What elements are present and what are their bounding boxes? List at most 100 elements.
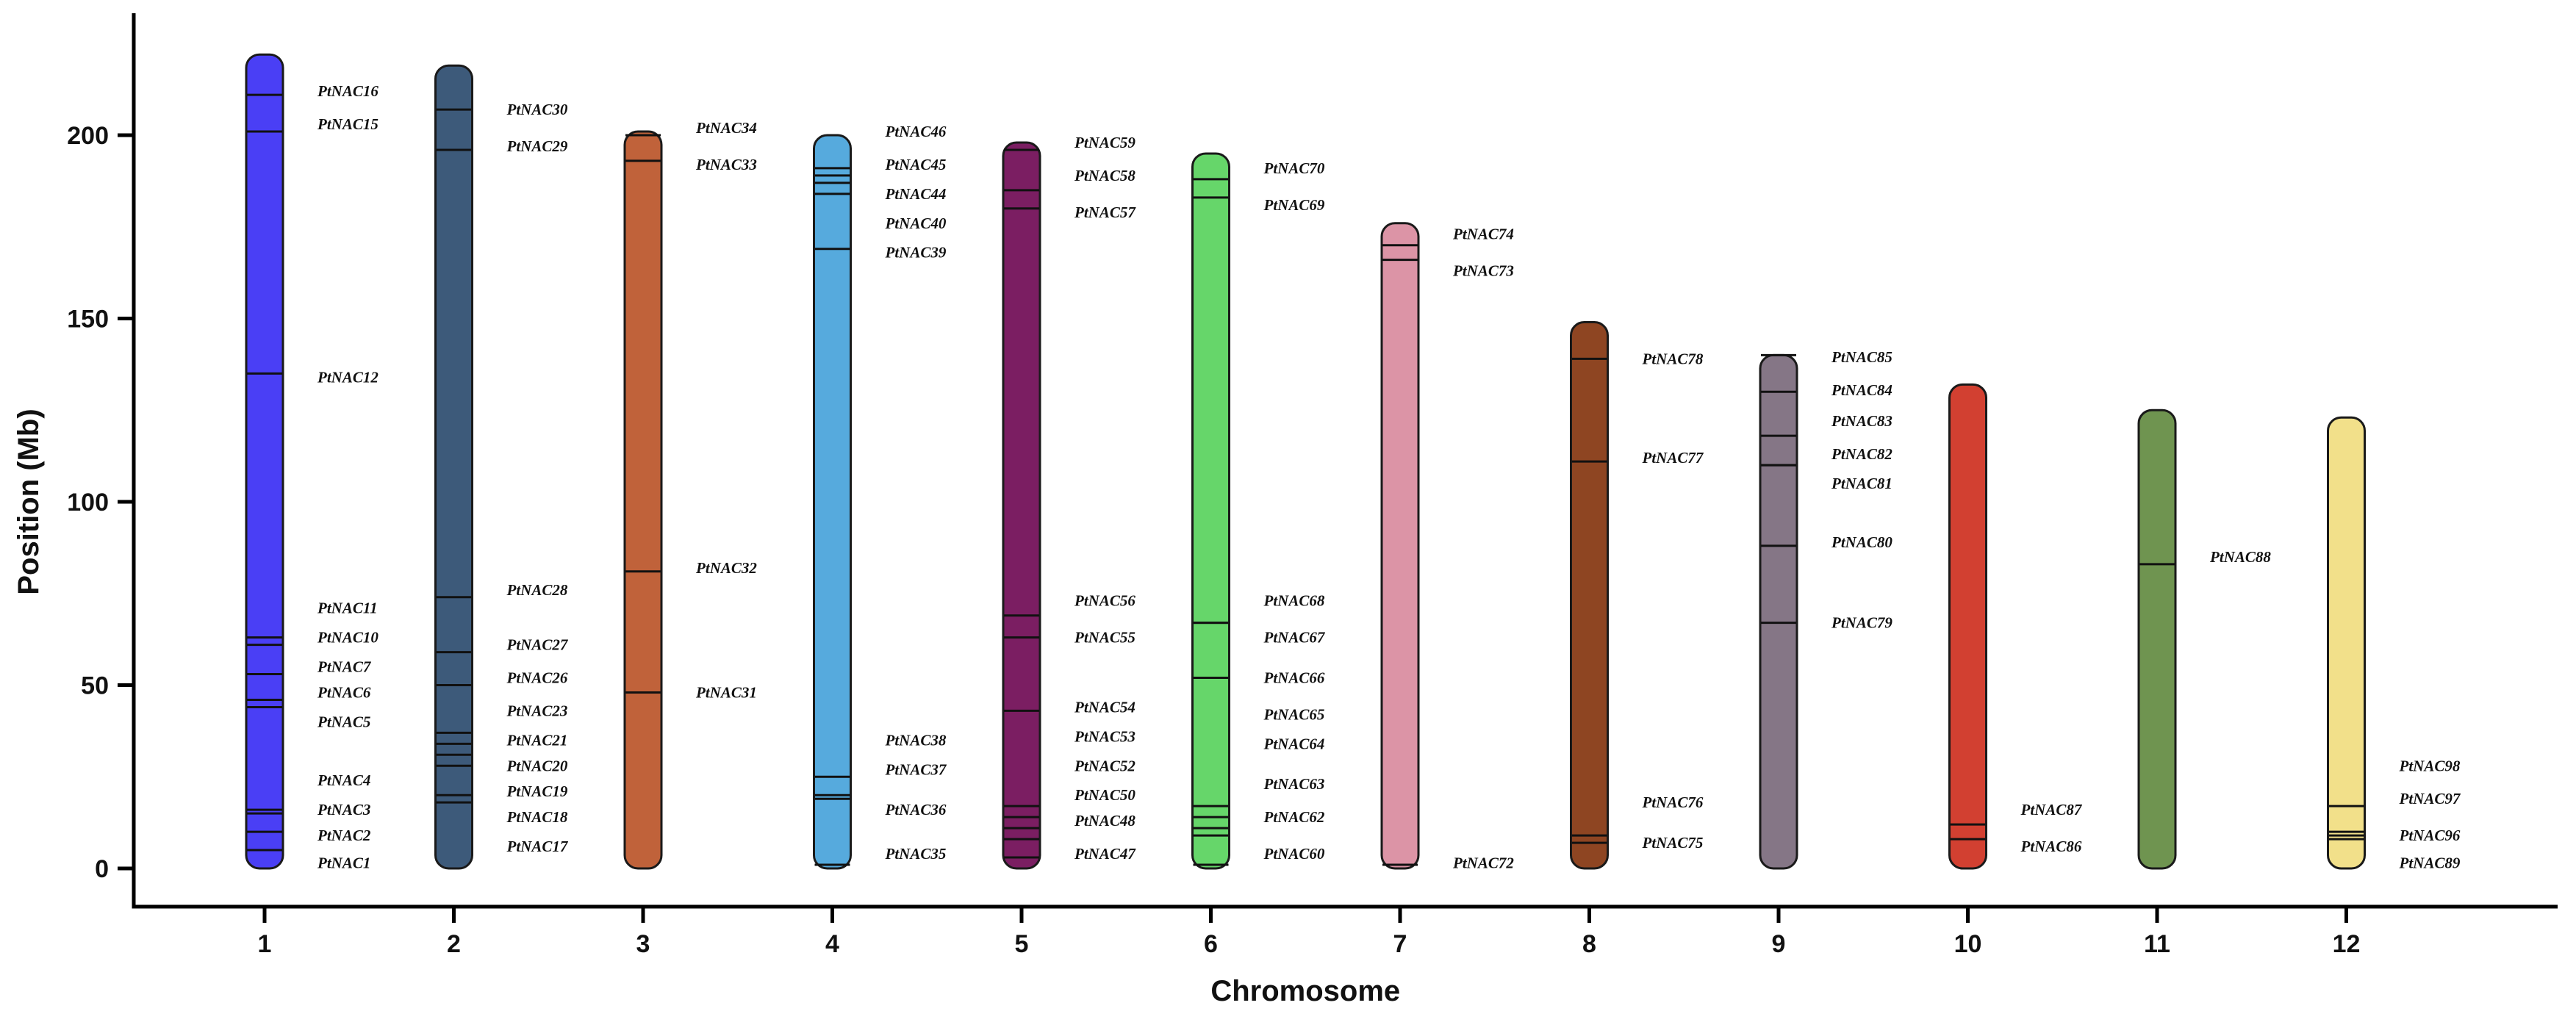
gene-label: PtNAC47 <box>1074 845 1136 863</box>
gene-label: PtNAC21 <box>506 731 568 749</box>
gene-label: PtNAC56 <box>1074 592 1135 610</box>
gene-label: PtNAC27 <box>506 636 569 654</box>
gene-label: PtNAC12 <box>317 368 378 386</box>
chromosome-12 <box>2327 416 2366 870</box>
gene-label: PtNAC32 <box>695 559 757 577</box>
gene-label: PtNAC79 <box>1831 614 1892 632</box>
chromosome-9 <box>1759 353 1798 870</box>
gene-label: PtNAC26 <box>506 669 568 687</box>
gene-label: PtNAC82 <box>1831 445 1892 463</box>
x-tick-label: 3 <box>636 930 650 958</box>
gene-label: PtNAC4 <box>317 771 370 789</box>
gene-label: PtNAC52 <box>1074 757 1135 774</box>
gene-label: PtNAC40 <box>885 215 947 232</box>
gene-label: PtNAC78 <box>1642 350 1704 367</box>
gene-label: PtNAC2 <box>317 827 371 844</box>
gene-label: PtNAC69 <box>1263 196 1325 214</box>
x-tick-label: 5 <box>1015 930 1029 958</box>
gene-label: PtNAC53 <box>1074 727 1135 745</box>
gene-label: PtNAC98 <box>2399 757 2461 774</box>
x-tick-label: 12 <box>2333 930 2361 958</box>
x-tick-label: 9 <box>1772 930 1786 958</box>
gene-label: PtNAC67 <box>1263 629 1326 647</box>
gene-label: PtNAC30 <box>506 101 568 118</box>
gene-label: PtNAC39 <box>885 244 947 262</box>
gene-label: PtNAC6 <box>317 683 371 701</box>
gene-label: PtNAC29 <box>506 137 568 155</box>
gene-label: PtNAC85 <box>1831 348 1892 366</box>
gene-label: PtNAC62 <box>1263 808 1325 826</box>
gene-label: PtNAC65 <box>1263 705 1325 723</box>
y-tick-label: 200 <box>67 122 109 150</box>
gene-label: PtNAC1 <box>317 854 370 872</box>
x-tick-label: 4 <box>825 930 839 958</box>
gene-label: PtNAC7 <box>317 658 372 676</box>
gene-label: PtNAC76 <box>1642 794 1704 811</box>
chromosome-6 <box>1191 152 1230 870</box>
gene-label: PtNAC66 <box>1263 669 1325 687</box>
gene-label: PtNAC63 <box>1263 775 1325 793</box>
gene-label: PtNAC35 <box>885 845 947 863</box>
gene-label: PtNAC80 <box>1831 533 1892 551</box>
gene-label: PtNAC36 <box>885 801 947 818</box>
gene-label: PtNAC34 <box>695 119 757 137</box>
y-axis-title: Position (Mb) <box>12 409 45 594</box>
gene-label: PtNAC87 <box>2020 801 2083 818</box>
gene-label: PtNAC55 <box>1074 629 1135 647</box>
gene-label: PtNAC44 <box>885 185 947 203</box>
chromosome-11 <box>2137 409 2177 870</box>
gene-label: PtNAC15 <box>317 115 378 133</box>
x-tick-label: 1 <box>258 930 272 958</box>
gene-label: PtNAC88 <box>2209 548 2271 566</box>
gene-label: PtNAC68 <box>1263 592 1325 610</box>
gene-label: PtNAC97 <box>2399 790 2461 807</box>
gene-label: PtNAC19 <box>506 782 568 800</box>
gene-label: PtNAC33 <box>695 156 757 173</box>
gene-label: PtNAC57 <box>1074 204 1136 221</box>
gene-label: PtNAC45 <box>885 156 947 173</box>
y-tick-label: 0 <box>95 855 109 883</box>
chromosome-5 <box>1002 141 1041 870</box>
gene-label: PtNAC89 <box>2399 854 2461 872</box>
gene-label: PtNAC74 <box>1452 226 1514 243</box>
gene-label: PtNAC48 <box>1074 812 1135 830</box>
gene-label: PtNAC3 <box>317 801 370 818</box>
gene-label: PtNAC28 <box>506 581 568 599</box>
gene-label: PtNAC84 <box>1831 381 1892 399</box>
gene-label: PtNAC31 <box>695 683 757 701</box>
gene-label: PtNAC59 <box>1074 134 1135 151</box>
chromosome-3 <box>623 130 663 870</box>
gene-label: PtNAC11 <box>317 600 378 617</box>
chromosome-1 <box>245 53 284 870</box>
chromosome-4 <box>813 134 852 870</box>
gene-label: PtNAC18 <box>506 808 568 826</box>
x-tick-label: 8 <box>1582 930 1596 958</box>
gene-label: PtNAC75 <box>1642 834 1704 852</box>
gene-label: PtNAC86 <box>2020 838 2082 855</box>
gene-label: PtNAC46 <box>885 123 947 140</box>
x-tick-label: 7 <box>1393 930 1407 958</box>
gene-label: PtNAC17 <box>506 838 569 855</box>
x-axis-title: Chromosome <box>1210 975 1400 1007</box>
gene-label: PtNAC77 <box>1642 449 1704 467</box>
y-tick-label: 50 <box>81 672 109 700</box>
gene-label: PtNAC96 <box>2399 827 2461 844</box>
x-tick-label: 11 <box>2144 930 2170 958</box>
gene-label: PtNAC73 <box>1452 262 1514 280</box>
chromosome-2 <box>434 64 473 870</box>
gene-label: PtNAC38 <box>885 731 947 749</box>
gene-label: PtNAC81 <box>1831 475 1892 492</box>
gene-label: PtNAC5 <box>317 713 370 730</box>
gene-label: PtNAC20 <box>506 757 568 774</box>
chromosome-8 <box>1570 320 1609 870</box>
gene-label: PtNAC16 <box>317 82 378 100</box>
gene-label: PtNAC50 <box>1074 786 1135 804</box>
gene-label: PtNAC72 <box>1452 854 1514 872</box>
gene-label: PtNAC83 <box>1831 412 1892 430</box>
y-tick-label: 100 <box>67 489 109 517</box>
y-tick-label: 150 <box>67 306 109 334</box>
gene-label: PtNAC58 <box>1074 167 1135 184</box>
chromosomes-group <box>245 53 2366 870</box>
